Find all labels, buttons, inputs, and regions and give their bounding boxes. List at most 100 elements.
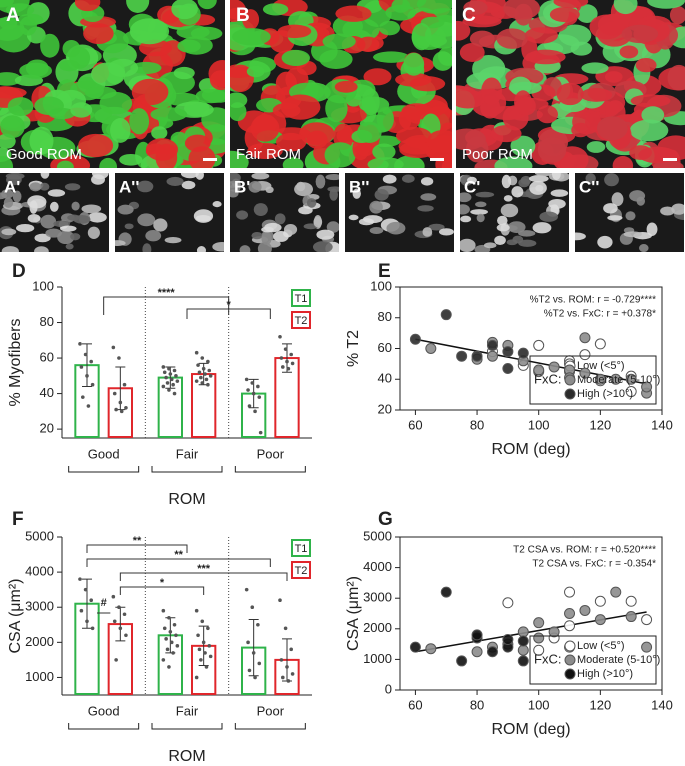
scatter-point: [456, 350, 468, 362]
fiber: [503, 0, 541, 20]
legend-label: High (>10°): [577, 388, 633, 400]
data-point: [256, 622, 260, 627]
data-point: [200, 356, 205, 360]
fiber: [176, 25, 210, 39]
fiber: [401, 174, 415, 183]
fiber: [29, 182, 42, 192]
fiber: [322, 33, 356, 50]
fiber: [497, 215, 508, 226]
data-point: [118, 400, 123, 405]
scatter-point: [440, 586, 452, 598]
fiber: [475, 191, 495, 198]
data-point: [208, 374, 213, 378]
scatter-point: [594, 338, 606, 350]
scatter-point: [533, 364, 545, 376]
significance-bracket: [103, 296, 230, 315]
fiber: [528, 175, 549, 183]
data-point: [168, 372, 173, 376]
fiber: [604, 71, 623, 83]
fiber: [411, 23, 432, 51]
panel-label: B'': [349, 177, 369, 196]
y-tick-label: 2000: [25, 634, 54, 649]
y-tick-label: 0: [385, 681, 392, 696]
fiber: [34, 246, 49, 252]
fiber: [625, 211, 636, 221]
scatter-point: [625, 611, 637, 623]
fiber: [386, 221, 406, 235]
y-tick-label: 20: [378, 401, 392, 416]
y-tick-label: 5000: [363, 528, 392, 543]
fiber: [283, 223, 298, 235]
data-point: [246, 640, 250, 645]
fiber: [496, 223, 510, 232]
scatter-point: [579, 332, 591, 344]
fiber: [603, 203, 618, 214]
fiber: [376, 106, 394, 132]
fiber: [265, 186, 274, 194]
fiber: [87, 226, 100, 239]
y-tick-label: 4000: [363, 559, 392, 574]
fiber: [232, 28, 271, 46]
scatter-point: [517, 626, 529, 638]
scatter-point: [579, 604, 591, 616]
data-point: [122, 382, 127, 387]
y-tick-label: 1000: [25, 669, 54, 684]
fiber: [660, 206, 675, 216]
fiber: [137, 213, 156, 227]
data-point: [290, 672, 295, 676]
scatter-point: [502, 597, 514, 609]
data-point: [122, 612, 127, 617]
legend-marker: [564, 640, 576, 652]
data-point: [251, 391, 256, 396]
fiber: [428, 223, 445, 231]
fiber: [129, 108, 150, 135]
fiber: [362, 215, 383, 224]
x-tick-label: 100: [528, 417, 550, 432]
group-bracket: [151, 723, 223, 730]
y-tick-label: 100: [370, 278, 392, 293]
data-point: [124, 633, 128, 638]
y-axis-title: CSA (μm²): [345, 576, 362, 651]
data-point: [201, 640, 206, 645]
fiber: [638, 244, 649, 252]
fiber: [0, 115, 25, 139]
fiber: [273, 231, 289, 242]
x-axis-title: ROM (deg): [491, 721, 570, 738]
x-tick-label: 120: [590, 697, 612, 712]
data-point: [83, 352, 88, 357]
data-point: [246, 388, 250, 392]
fiber: [131, 78, 169, 106]
fiber: [60, 225, 77, 232]
legend-frame: [529, 635, 657, 685]
legend-marker: [564, 654, 576, 666]
data-point: [161, 365, 166, 369]
data-point: [165, 647, 170, 652]
x-tick-label: Poor: [257, 703, 285, 718]
group-bracket: [68, 723, 140, 730]
scatter-point: [533, 644, 545, 656]
x-tick-label: 120: [590, 417, 612, 432]
fiber: [195, 88, 225, 104]
fiber: [230, 173, 241, 184]
legend-label: T2: [295, 315, 308, 327]
data-point: [197, 647, 202, 652]
fiber: [16, 223, 35, 233]
fiber: [537, 137, 567, 163]
trend-line: [415, 611, 647, 653]
fiber: [184, 134, 211, 152]
data-point: [162, 626, 167, 631]
data-point: [286, 679, 291, 683]
data-point: [207, 644, 212, 648]
legend-box: [291, 311, 311, 329]
legend-label: Low (<5°): [577, 360, 625, 372]
scatter-point: [409, 333, 421, 345]
data-point: [247, 404, 252, 408]
data-point: [206, 382, 210, 387]
fiber: [420, 177, 434, 186]
data-point: [162, 370, 167, 375]
fiber: [483, 242, 497, 249]
annotation: %T2 vs. FxC: r = +0.378*: [544, 309, 656, 320]
fiber: [420, 193, 437, 201]
fiber: [570, 41, 593, 56]
